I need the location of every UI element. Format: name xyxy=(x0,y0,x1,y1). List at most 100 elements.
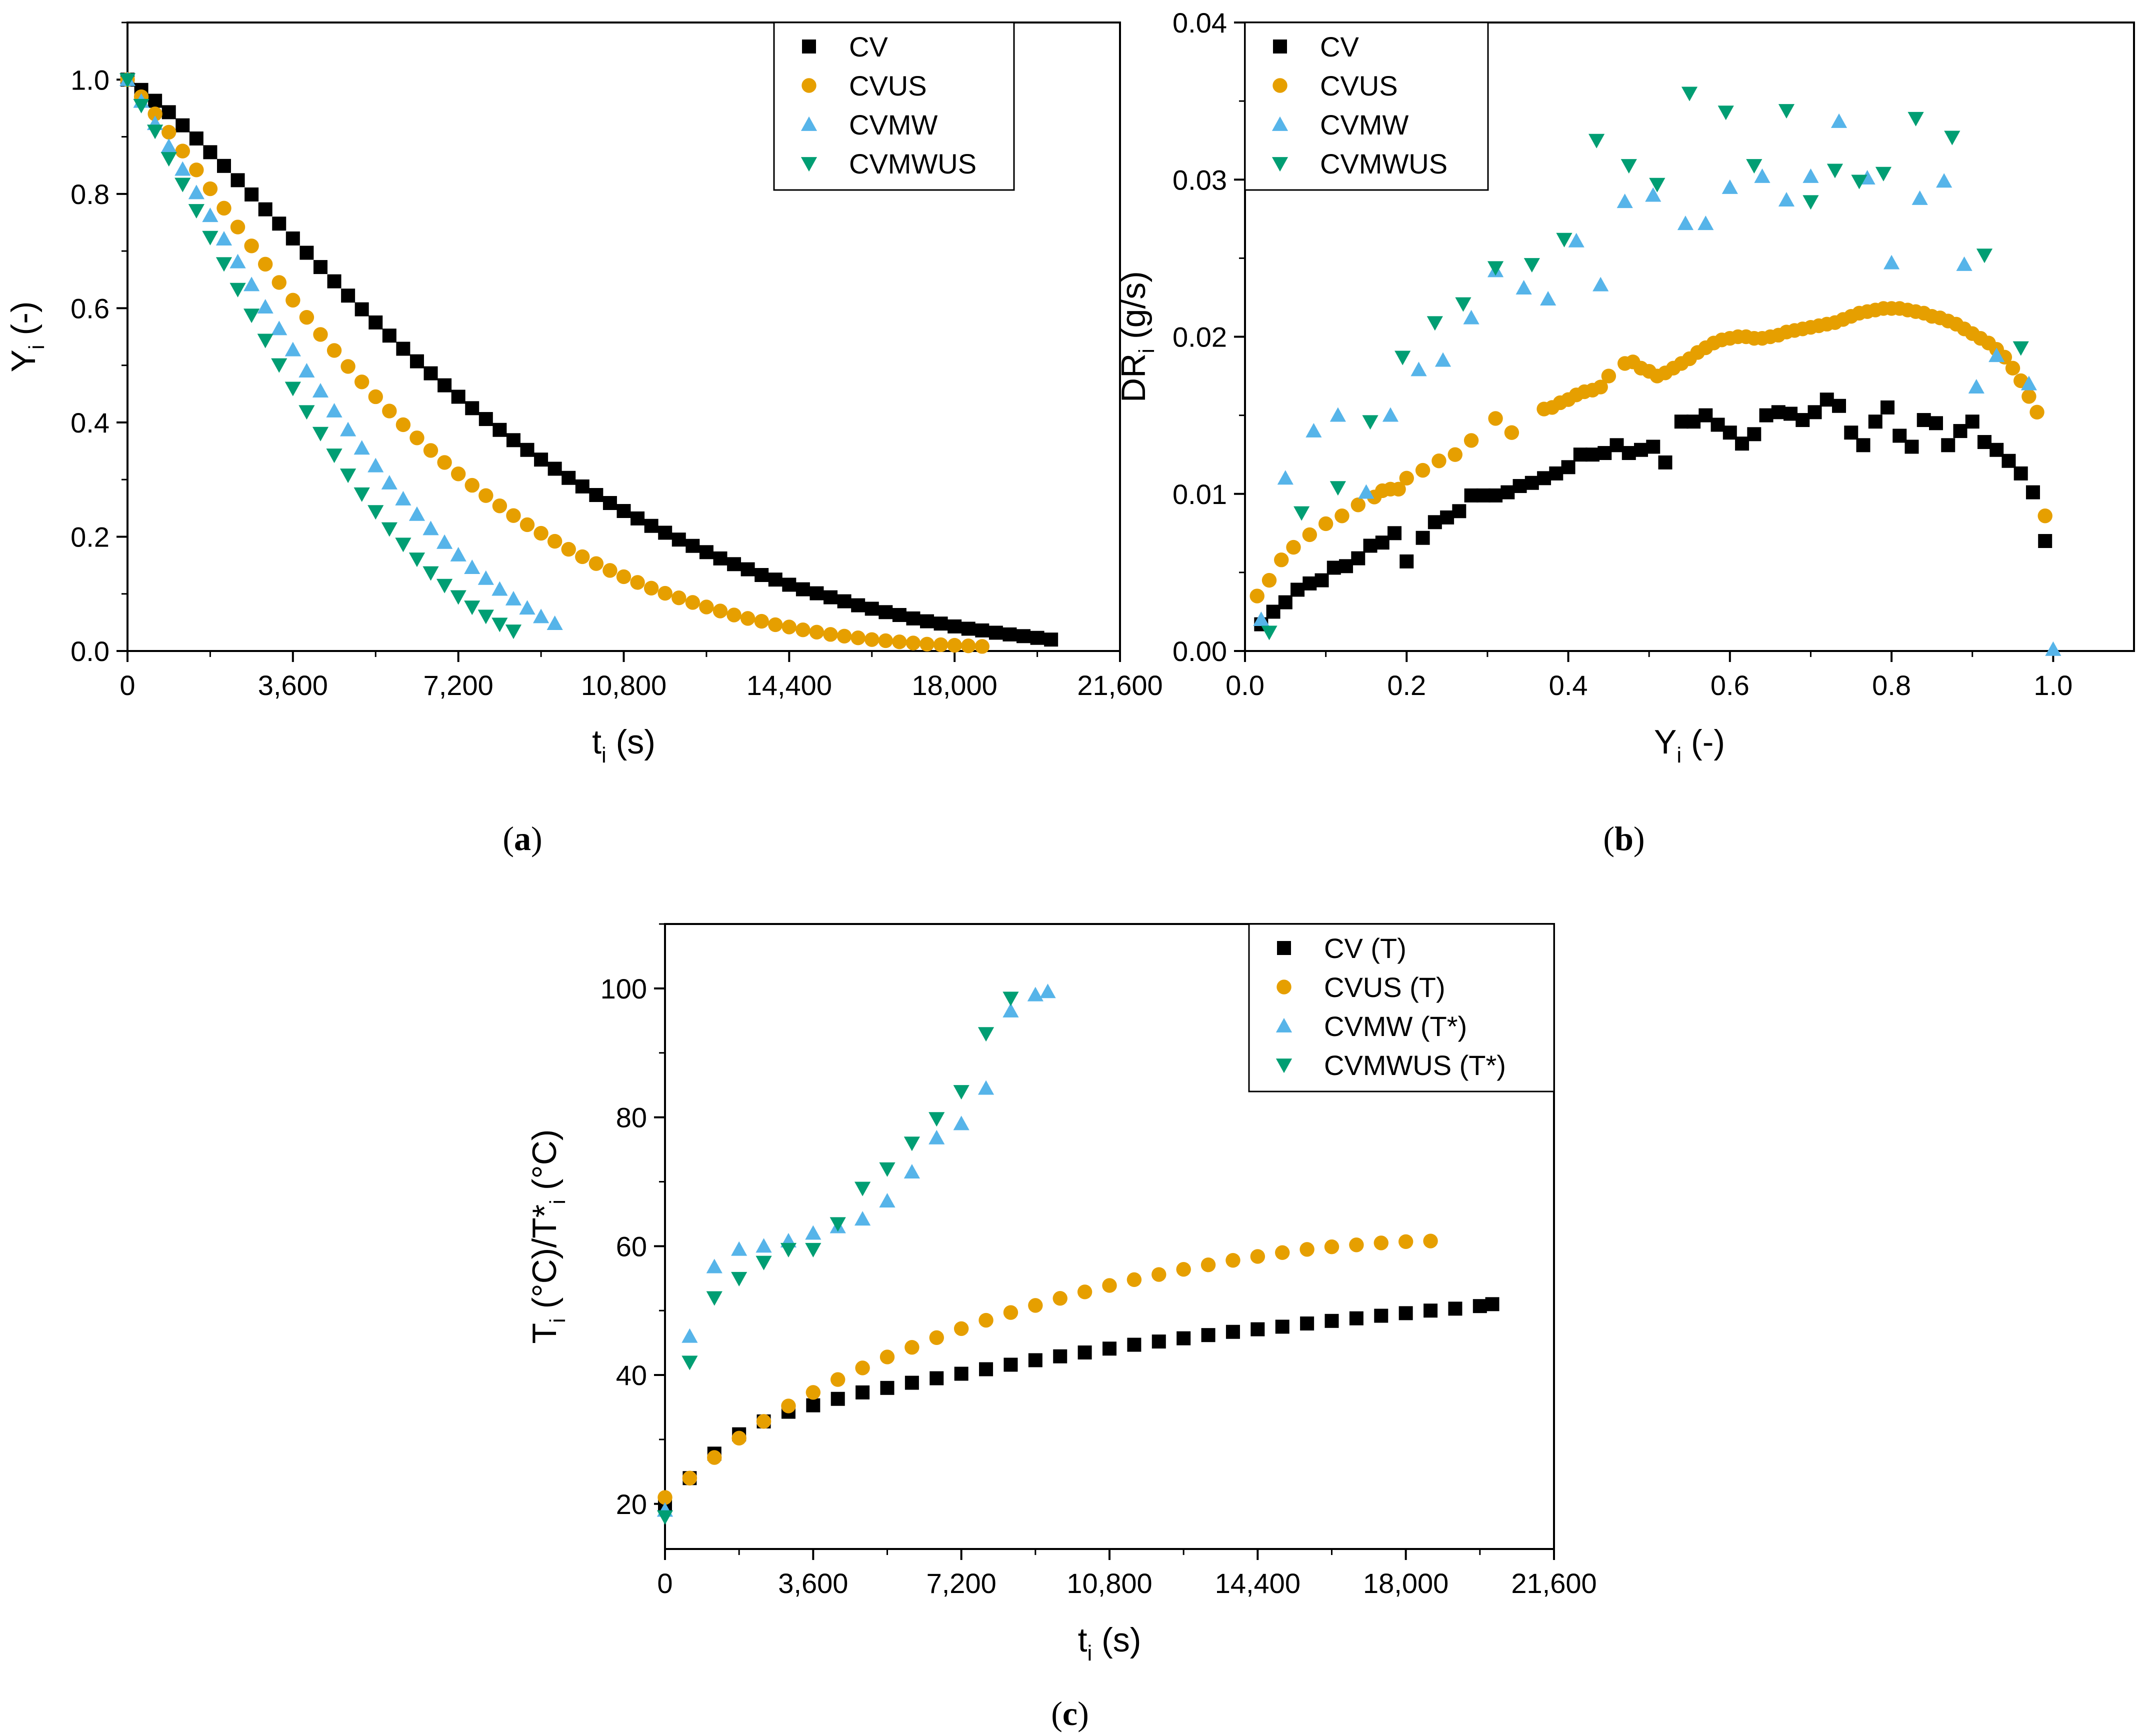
data-point xyxy=(806,1398,820,1412)
data-point xyxy=(851,598,866,612)
legend-marker xyxy=(1276,1058,1292,1074)
x-tick-label: 0 xyxy=(120,670,135,701)
data-point xyxy=(216,257,232,272)
y-tick-label: 40 xyxy=(616,1360,647,1391)
x-tick-label: 3,600 xyxy=(778,1568,848,1599)
series-cv-t- xyxy=(658,1297,1500,1511)
data-point xyxy=(1759,408,1774,422)
x-tick-label: 3,600 xyxy=(258,670,328,701)
data-point xyxy=(904,1164,920,1179)
data-point xyxy=(1464,433,1479,448)
data-point xyxy=(1956,256,1972,271)
data-point xyxy=(1261,626,1278,640)
data-point xyxy=(1358,484,1374,499)
data-point xyxy=(1375,536,1390,550)
data-point xyxy=(768,572,782,587)
data-point xyxy=(1722,426,1737,440)
data-point xyxy=(271,320,288,336)
data-point xyxy=(1771,405,1786,420)
data-point xyxy=(781,1398,796,1414)
data-point xyxy=(1830,113,1848,128)
data-point xyxy=(756,1256,772,1270)
data-point xyxy=(630,511,645,526)
legend-box xyxy=(1248,923,1555,1092)
data-point xyxy=(727,557,742,572)
data-point xyxy=(933,637,948,652)
data-point xyxy=(1127,1338,1142,1352)
data-point xyxy=(230,254,246,268)
data-point xyxy=(547,534,562,549)
data-point xyxy=(979,1362,994,1376)
data-point xyxy=(658,1490,672,1505)
data-point xyxy=(313,327,328,342)
data-point xyxy=(644,580,659,596)
data-point xyxy=(230,282,246,298)
data-point xyxy=(682,1356,698,1370)
data-point xyxy=(1302,527,1318,542)
data-point xyxy=(856,1385,870,1400)
data-point xyxy=(1126,1272,1142,1288)
data-point xyxy=(450,590,466,605)
data-point xyxy=(1028,1298,1043,1313)
data-point xyxy=(532,608,550,624)
data-point xyxy=(396,417,411,432)
data-point xyxy=(272,216,286,231)
x-tick-label: 0 xyxy=(657,1568,672,1599)
data-point xyxy=(1820,392,1834,407)
data-point xyxy=(854,1182,871,1196)
data-point xyxy=(1953,424,1968,438)
data-point xyxy=(1646,440,1660,454)
data-point xyxy=(326,343,342,358)
data-point xyxy=(1398,1306,1413,1320)
series-cv xyxy=(120,72,1058,647)
data-point xyxy=(216,230,232,246)
data-point xyxy=(1318,516,1334,532)
x-tick-label: 0.6 xyxy=(1710,670,1750,701)
data-point xyxy=(836,628,852,644)
data-point xyxy=(175,144,190,158)
data-point xyxy=(1617,356,1632,371)
data-point xyxy=(1434,352,1452,367)
data-point xyxy=(2014,466,2028,480)
data-point xyxy=(244,308,260,324)
data-point xyxy=(732,1430,746,1446)
legend-marker xyxy=(1277,941,1291,955)
data-point xyxy=(1016,629,1031,644)
data-point xyxy=(805,1242,822,1258)
data-point xyxy=(1485,1297,1500,1312)
data-point xyxy=(1645,187,1662,202)
x-tick-label: 7,200 xyxy=(926,1568,996,1599)
data-point xyxy=(258,256,273,272)
data-point xyxy=(1784,406,1798,421)
x-tick-label: 0.0 xyxy=(1226,670,1264,701)
data-point xyxy=(381,522,398,537)
x-tick-label: 0.8 xyxy=(1872,670,1911,701)
data-point xyxy=(1735,436,1750,451)
data-point xyxy=(796,622,810,638)
data-point xyxy=(354,302,369,316)
chart-b: 0.0 0.2 0.4 0.6 0.8 1.0 0.00 0.01 0.02 0.03 0.04 Yi… xyxy=(1114,7,2135,858)
data-point xyxy=(706,1291,722,1306)
data-point xyxy=(837,594,852,608)
data-point xyxy=(904,1136,920,1152)
data-point xyxy=(341,288,356,303)
y-tick-label: 0.6 xyxy=(70,292,110,324)
data-point xyxy=(395,538,412,552)
series-cvus xyxy=(1250,301,2052,604)
legend-label: CVMW (T*) xyxy=(1324,1010,1467,1042)
legend-marker xyxy=(1272,78,1288,93)
data-point xyxy=(176,118,190,132)
data-point xyxy=(1536,402,1552,416)
data-point xyxy=(823,627,838,642)
data-point xyxy=(1681,86,1698,102)
data-point xyxy=(1002,1002,1019,1018)
data-point xyxy=(133,98,150,114)
data-point xyxy=(961,638,976,654)
data-point xyxy=(286,292,300,308)
data-point xyxy=(1524,476,1539,490)
data-point xyxy=(686,538,700,553)
y-axis-title: DRi (g/s) xyxy=(1114,271,1159,402)
data-point xyxy=(1677,216,1694,230)
data-point xyxy=(272,275,286,290)
data-point xyxy=(1832,398,1846,413)
